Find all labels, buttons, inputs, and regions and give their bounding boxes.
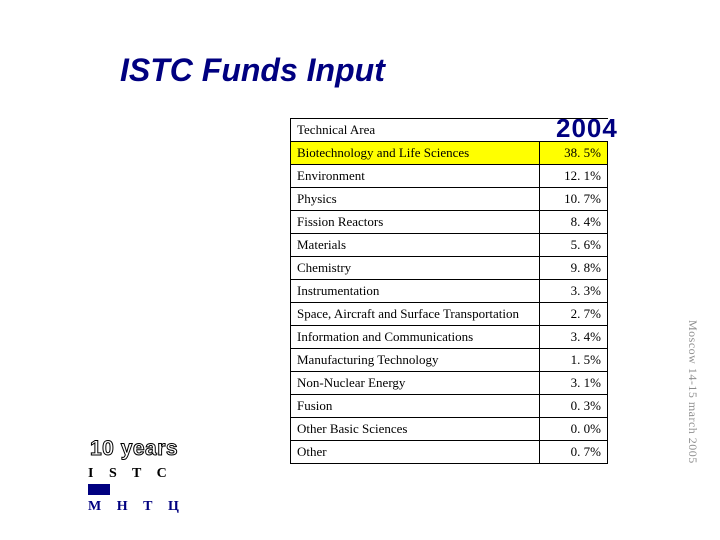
istc-acronym: I S T C: [88, 466, 173, 482]
table-row: Environment12. 1%: [291, 165, 608, 188]
table-row: Space, Aircraft and Surface Transportati…: [291, 303, 608, 326]
table-cell-value: 38. 5%: [540, 142, 608, 165]
table-header-empty: [540, 119, 608, 142]
table-cell-area: Fusion: [291, 395, 540, 418]
table-row: Chemistry9. 8%: [291, 257, 608, 280]
table-row: Instrumentation3. 3%: [291, 280, 608, 303]
ten-years-label: 10 years: [90, 437, 178, 461]
table-row: Fusion0. 3%: [291, 395, 608, 418]
table-row: Other Basic Sciences0. 0%: [291, 418, 608, 441]
table-cell-value: 3. 3%: [540, 280, 608, 303]
table-cell-value: 3. 4%: [540, 326, 608, 349]
table-cell-area: Instrumentation: [291, 280, 540, 303]
table-cell-area: Non-Nuclear Energy: [291, 372, 540, 395]
table-cell-value: 10. 7%: [540, 188, 608, 211]
table-cell-area: Biotechnology and Life Sciences: [291, 142, 540, 165]
table-cell-value: 8. 4%: [540, 211, 608, 234]
logo-box: [88, 484, 110, 495]
table-cell-area: Other: [291, 441, 540, 464]
table-row: Biotechnology and Life Sciences38. 5%: [291, 142, 608, 165]
table-cell-value: 1. 5%: [540, 349, 608, 372]
funds-table: Technical Area Biotechnology and Life Sc…: [290, 118, 608, 464]
side-note: Moscow 14-15 march 2005: [685, 320, 700, 464]
table-cell-value: 5. 6%: [540, 234, 608, 257]
table-header-area: Technical Area: [291, 119, 540, 142]
table-cell-area: Other Basic Sciences: [291, 418, 540, 441]
table-cell-area: Information and Communications: [291, 326, 540, 349]
mntc-acronym: М Н Т Ц: [88, 499, 185, 515]
table-cell-value: 12. 1%: [540, 165, 608, 188]
table-row: Other0. 7%: [291, 441, 608, 464]
table-row: Fission Reactors8. 4%: [291, 211, 608, 234]
table-row: Physics10. 7%: [291, 188, 608, 211]
table-cell-area: Environment: [291, 165, 540, 188]
table-cell-value: 0. 7%: [540, 441, 608, 464]
table-cell-area: Space, Aircraft and Surface Transportati…: [291, 303, 540, 326]
table-cell-value: 0. 3%: [540, 395, 608, 418]
table-cell-area: Manufacturing Technology: [291, 349, 540, 372]
table-cell-value: 9. 8%: [540, 257, 608, 280]
table-cell-value: 0. 0%: [540, 418, 608, 441]
table-row: Manufacturing Technology1. 5%: [291, 349, 608, 372]
slide-title: ISTC Funds Input: [120, 52, 385, 89]
table-cell-value: 2. 7%: [540, 303, 608, 326]
table-cell-area: Fission Reactors: [291, 211, 540, 234]
table-cell-value: 3. 1%: [540, 372, 608, 395]
table-row: Information and Communications3. 4%: [291, 326, 608, 349]
table-row: Non-Nuclear Energy3. 1%: [291, 372, 608, 395]
table-row: Materials5. 6%: [291, 234, 608, 257]
table-cell-area: Physics: [291, 188, 540, 211]
table-cell-area: Materials: [291, 234, 540, 257]
table-cell-area: Chemistry: [291, 257, 540, 280]
